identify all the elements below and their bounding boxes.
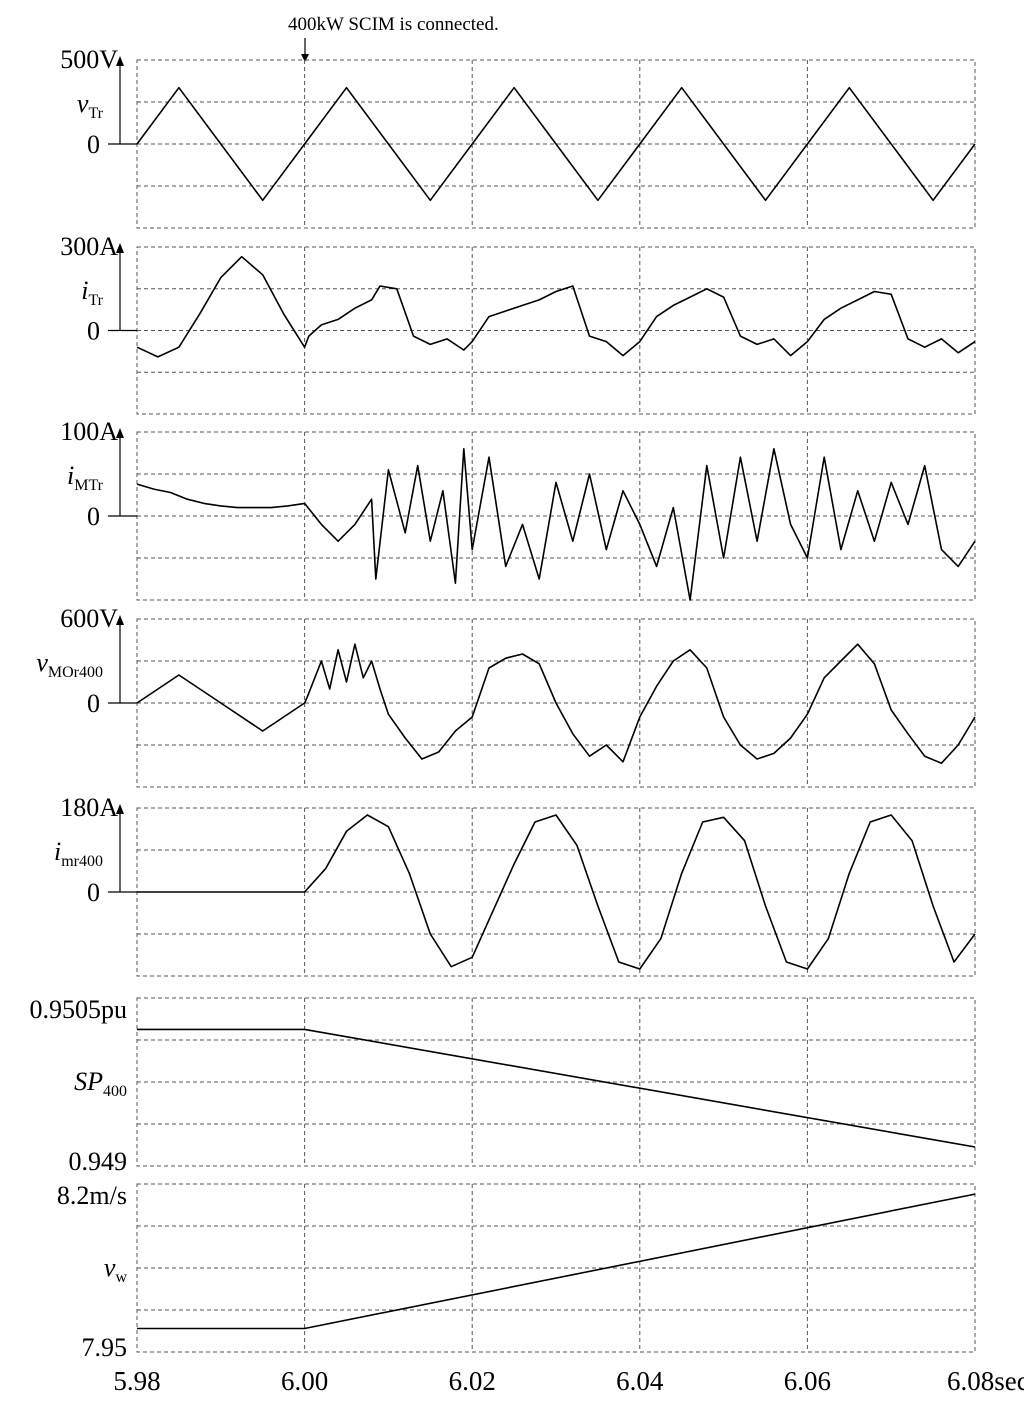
plot-frame <box>136 1183 976 1353</box>
series-line-SP400 <box>137 1028 976 1148</box>
plot-frame <box>136 997 976 1167</box>
series-line-iMTr <box>136 448 976 601</box>
y-axis-arrow <box>116 615 124 625</box>
y-axis-arrow <box>116 428 124 438</box>
top-label: 100A <box>60 417 118 446</box>
series-label: SP400 <box>74 1067 127 1100</box>
x-tick-label: 6.06 <box>784 1366 831 1396</box>
annotation-text: 400kW SCIM is connected. <box>288 14 499 35</box>
x-tick-label: 6.08sec <box>947 1366 1024 1396</box>
panels: 500V 0 vTr 300A 0 iTr 100A 0 iMTr 600V 0 vMOr400 180… <box>30 45 976 1362</box>
bottom-label: 0.949 <box>69 1147 128 1176</box>
top-label: 8.2m/s <box>57 1181 127 1210</box>
top-label: 500V <box>60 45 118 74</box>
plot-frame <box>136 246 976 415</box>
panel-SP400: 0.9505pu 0.949 SP400 <box>30 995 976 1176</box>
top-label: 0.9505pu <box>30 995 128 1024</box>
series-line-vTr <box>136 86 976 202</box>
zero-label: 0 <box>87 130 100 159</box>
panel-vTr: 500V 0 vTr <box>60 45 976 229</box>
series-label: vw <box>104 1253 128 1286</box>
bottom-label: 7.95 <box>82 1333 128 1362</box>
zero-label: 0 <box>87 689 100 718</box>
panel-imr400: 180A 0 imr400 <box>54 793 976 977</box>
y-axis-arrow <box>116 56 124 66</box>
top-label: 300A <box>60 232 118 261</box>
series-label: imr400 <box>54 837 103 870</box>
series-line-imr400 <box>137 814 976 970</box>
top-label: 600V <box>60 604 118 633</box>
series-label: vTr <box>77 89 104 122</box>
top-label: 180A <box>60 793 118 822</box>
x-tick-label: 6.04 <box>616 1366 664 1396</box>
series-label: iTr <box>81 276 103 309</box>
zero-label: 0 <box>87 502 100 531</box>
zero-label: 0 <box>87 878 100 907</box>
series-label: vMOr400 <box>36 648 103 681</box>
x-tick-label: 6.00 <box>281 1366 328 1396</box>
series-line-iTr <box>136 255 976 358</box>
x-axis: 5.98 6.00 6.02 6.04 6.06 6.08sec <box>113 1366 1024 1396</box>
x-tick-label: 5.98 <box>113 1366 160 1396</box>
plot-frame <box>136 431 976 601</box>
series-line-vMOr400 <box>136 643 976 764</box>
x-tick-label: 6.02 <box>449 1366 496 1396</box>
series-line-vw <box>137 1193 976 1330</box>
panel-iTr: 300A 0 iTr <box>60 232 976 415</box>
y-axis-arrow <box>116 243 124 253</box>
zero-label: 0 <box>87 317 100 346</box>
panel-vw: 8.2m/s 7.95 vw <box>57 1181 976 1362</box>
panel-vMOr400: 600V 0 vMOr400 <box>36 604 976 788</box>
annotation-arrow <box>301 38 309 62</box>
panel-iMTr: 100A 0 iMTr <box>60 417 976 601</box>
series-label: iMTr <box>67 461 104 494</box>
y-axis-arrow <box>116 804 124 814</box>
